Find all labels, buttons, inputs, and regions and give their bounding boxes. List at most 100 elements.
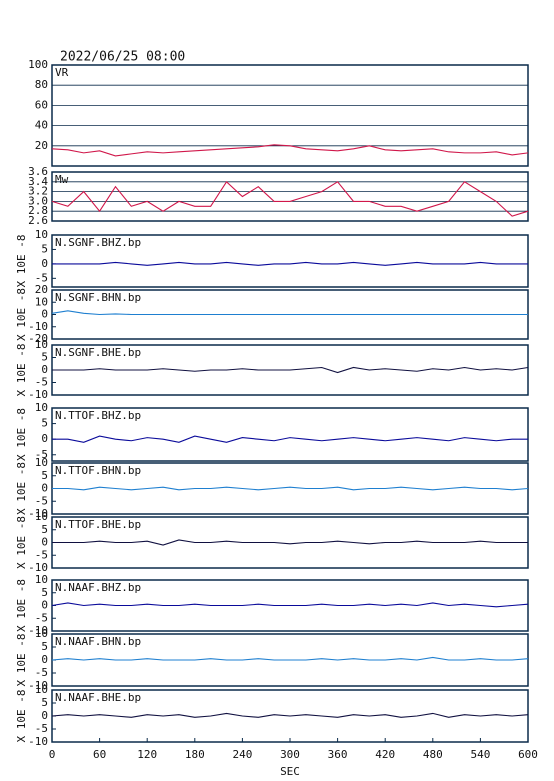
x-tick-label: 240 <box>232 748 252 761</box>
panel-label: Mw <box>55 173 69 186</box>
panel-label: N.TTOF.BHZ.bp <box>55 409 141 422</box>
panel-label: N.TTOF.BHN.bp <box>55 464 141 477</box>
y-tick-label: 20 <box>35 139 48 152</box>
y-tick-label: 3.6 <box>28 165 48 178</box>
panel-frame <box>51 234 529 288</box>
y-tick-label: 80 <box>35 78 48 91</box>
y-axis-label: X 10E -8 <box>15 516 28 569</box>
y-tick-label: 10 <box>35 401 48 414</box>
y-tick-label: -10 <box>28 624 48 637</box>
panel-label: N.NAAF.BHN.bp <box>55 635 141 648</box>
y-tick-label: 0 <box>41 257 48 270</box>
y-axis-label: X 10E -8 <box>15 408 28 461</box>
x-tick-label: 180 <box>185 748 205 761</box>
data-line <box>52 435 528 443</box>
y-tick-label: 0 <box>41 363 48 376</box>
data-line <box>52 539 528 546</box>
y-tick-label: 5 <box>41 242 48 255</box>
y-axis-label: X 10E -8 <box>15 690 28 743</box>
data-line <box>51 656 529 661</box>
y-tick-label: 5 <box>41 523 48 536</box>
y-tick-label: 5 <box>41 351 48 364</box>
panel-frame <box>51 407 529 462</box>
x-tick-label: 600 <box>518 748 538 761</box>
y-tick-label: 40 <box>35 119 48 132</box>
y-axis-label: X 10E -8 <box>15 579 28 632</box>
data-line <box>51 602 529 608</box>
y-tick-label: -5 <box>35 494 48 507</box>
y-axis-label: X 10E -8 <box>15 235 28 288</box>
panel-label: N.TTOF.BHE.bp <box>55 518 141 531</box>
x-tick-label: 60 <box>93 748 106 761</box>
y-tick-label: 10 <box>35 683 48 696</box>
x-tick-label: 420 <box>375 748 395 761</box>
y-tick-label: -5 <box>35 666 48 679</box>
y-tick-label: 3.2 <box>28 185 48 198</box>
y-tick-label: 0 <box>41 536 48 549</box>
y-axis-label: X 10E -8 <box>15 462 28 515</box>
y-tick-label: 100 <box>28 58 48 71</box>
y-tick-label: 5 <box>41 469 48 482</box>
panel-frame <box>51 64 529 167</box>
y-tick-label: 60 <box>35 98 48 111</box>
y-tick-label: 0 <box>41 432 48 445</box>
y-tick-label: 5 <box>41 586 48 599</box>
chart-title: 2022/06/25 08:00 <box>60 50 185 65</box>
y-tick-label: -5 <box>35 376 48 389</box>
y-tick-label: -5 <box>35 548 48 561</box>
y-tick-label: 3.4 <box>28 175 48 188</box>
y-tick-label: 20 <box>35 283 48 296</box>
x-axis-label: SEC <box>280 765 300 778</box>
y-tick-label: -10 <box>28 561 48 574</box>
y-tick-label: 10 <box>35 338 48 351</box>
y-tick-label: -5 <box>35 271 48 284</box>
panel-label: N.SGNF.BHZ.bp <box>55 236 141 249</box>
y-tick-label: 2.8 <box>28 204 48 217</box>
y-tick-label: 5 <box>41 417 48 430</box>
y-tick-label: 10 <box>35 456 48 469</box>
data-line <box>51 144 529 157</box>
x-tick-label: 540 <box>470 748 490 761</box>
y-tick-label: 10 <box>35 627 48 640</box>
y-tick-label: 0 <box>41 709 48 722</box>
x-tick-label: 360 <box>328 748 348 761</box>
x-tick-label: 480 <box>423 748 443 761</box>
data-line <box>51 310 528 316</box>
y-tick-label: 10 <box>35 573 48 586</box>
data-line <box>51 712 529 718</box>
y-axis-label: X 10E -8 <box>15 344 28 397</box>
x-tick-label: 120 <box>137 748 157 761</box>
panel-label: VR <box>55 66 69 79</box>
y-tick-label: 2.6 <box>28 214 48 227</box>
data-line <box>52 366 529 374</box>
y-tick-label: -20 <box>28 332 48 345</box>
panel-label: N.NAAF.BHE.bp <box>55 691 141 704</box>
y-tick-label: -10 <box>28 320 48 333</box>
y-tick-label: -10 <box>28 735 48 748</box>
data-line <box>52 261 528 266</box>
y-tick-label: -5 <box>35 722 48 735</box>
y-tick-label: 10 <box>35 228 48 241</box>
panel-label: N.SGNF.BHN.bp <box>55 291 141 304</box>
y-tick-label: 0 <box>41 308 48 321</box>
data-line <box>51 180 529 217</box>
y-tick-label: -10 <box>28 388 48 401</box>
x-tick-label: 300 <box>280 748 300 761</box>
y-tick-label: 10 <box>35 510 48 523</box>
y-tick-label: -5 <box>35 448 48 461</box>
panel-label: N.NAAF.BHZ.bp <box>55 581 141 594</box>
y-tick-label: -10 <box>28 507 48 520</box>
y-axis-label: X 10E -8 <box>15 288 28 341</box>
y-axis-label: X 10E -8 <box>15 634 28 687</box>
y-tick-label: 3.0 <box>28 194 48 207</box>
y-tick-label: -10 <box>28 679 48 692</box>
y-tick-label: 0 <box>41 599 48 612</box>
data-line <box>52 486 529 491</box>
y-tick-label: 10 <box>35 295 48 308</box>
y-tick-label: 5 <box>41 696 48 709</box>
y-tick-label: 0 <box>41 653 48 666</box>
y-tick-label: -5 <box>35 611 48 624</box>
y-tick-label: 5 <box>41 640 48 653</box>
